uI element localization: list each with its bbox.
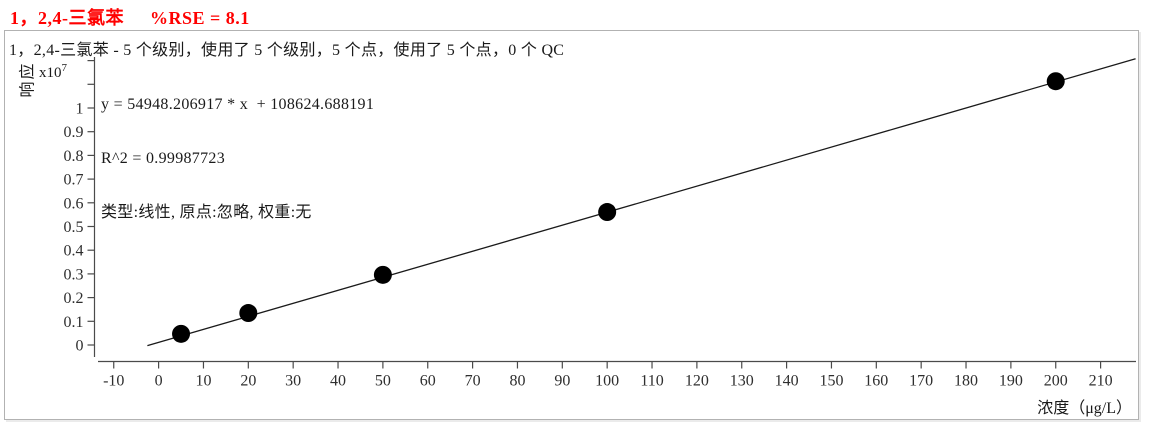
y-tick-label: 0.8 [64,148,84,165]
x-tick-label: 20 [240,373,256,390]
y-scale-exponent: 7 [61,62,68,74]
x-tick-label: 210 [1089,373,1113,390]
x-tick-label: -10 [103,373,124,390]
x-tick-label: 80 [509,373,525,390]
x-tick-label: 90 [554,373,570,390]
x-axis-label: 浓度（μg/L） [1037,400,1132,417]
x-tick-label: 30 [285,373,301,390]
x-tick-label: 70 [465,373,481,390]
fit-equation: y = 54948.206917 * x + 108624.688191 [101,96,375,113]
x-tick-label: 180 [954,373,978,390]
x-tick-label: 60 [420,373,436,390]
x-tick-label: 160 [864,373,888,390]
y-tick-label: 0.6 [64,195,84,212]
y-tick-label: 0.5 [64,219,84,236]
x-tick-label: 200 [1044,373,1068,390]
y-tick-label: 0.9 [64,124,84,141]
x-tick-label: 130 [730,373,754,390]
compound-name: 1，2,4-三氯苯 [10,8,124,28]
x-tick-label: 0 [155,373,163,390]
data-point[interactable] [373,265,392,284]
x-tick-label: 190 [999,373,1023,390]
x-tick-label: 50 [375,373,391,390]
fit-model-info: 类型:线性, 原点:忽略, 权重:无 [101,204,312,221]
x-tick-label: 150 [819,373,843,390]
y-scale-mantissa: x10 [39,65,62,81]
y-tick-label: 0.7 [64,172,84,189]
y-tick-label: 1 [76,101,84,118]
y-axis-scale: x107 [39,62,67,82]
plot-panel: 1，2,4-三氯苯 - 5 个级别，使用了 5 个级别，5 个点，使用了 5 个… [4,30,1139,420]
data-point[interactable] [239,304,258,323]
y-tick-label: 0.2 [64,290,84,307]
x-tick-label: 120 [685,373,709,390]
x-tick-label: 10 [195,373,211,390]
regression-line [147,58,1136,347]
fit-r-squared: R^2 = 0.99987723 [101,150,226,167]
chart-title: 1，2,4-三氯苯 %RSE = 8.1 [10,4,250,28]
data-point[interactable] [598,203,617,222]
y-tick-label: 0.4 [64,243,84,260]
x-tick-label: 170 [909,373,933,390]
data-point[interactable] [172,324,191,343]
y-tick-label: 0 [76,338,84,355]
data-point[interactable] [1046,72,1065,91]
x-tick-label: 100 [595,373,619,390]
y-tick-label: 0.1 [64,314,84,331]
x-tick-label: 110 [640,373,663,390]
x-tick-label: 40 [330,373,346,390]
x-tick-label: 140 [775,373,799,390]
fit-statistics: y = 54948.206917 * x + 108624.688191 R^2… [101,60,374,258]
calibration-plot: 0 0.1 0.2 0.3 0.4 0.5 0.6 0.7 0.8 0.9 1 -10 0 10 20 30 4… [64,57,1136,390]
rse-value: %RSE = 8.1 [150,8,250,28]
calibration-summary: 1，2,4-三氯苯 - 5 个级别，使用了 5 个级别，5 个点，使用了 5 个… [9,42,565,59]
y-tick-label: 0.3 [64,266,84,283]
